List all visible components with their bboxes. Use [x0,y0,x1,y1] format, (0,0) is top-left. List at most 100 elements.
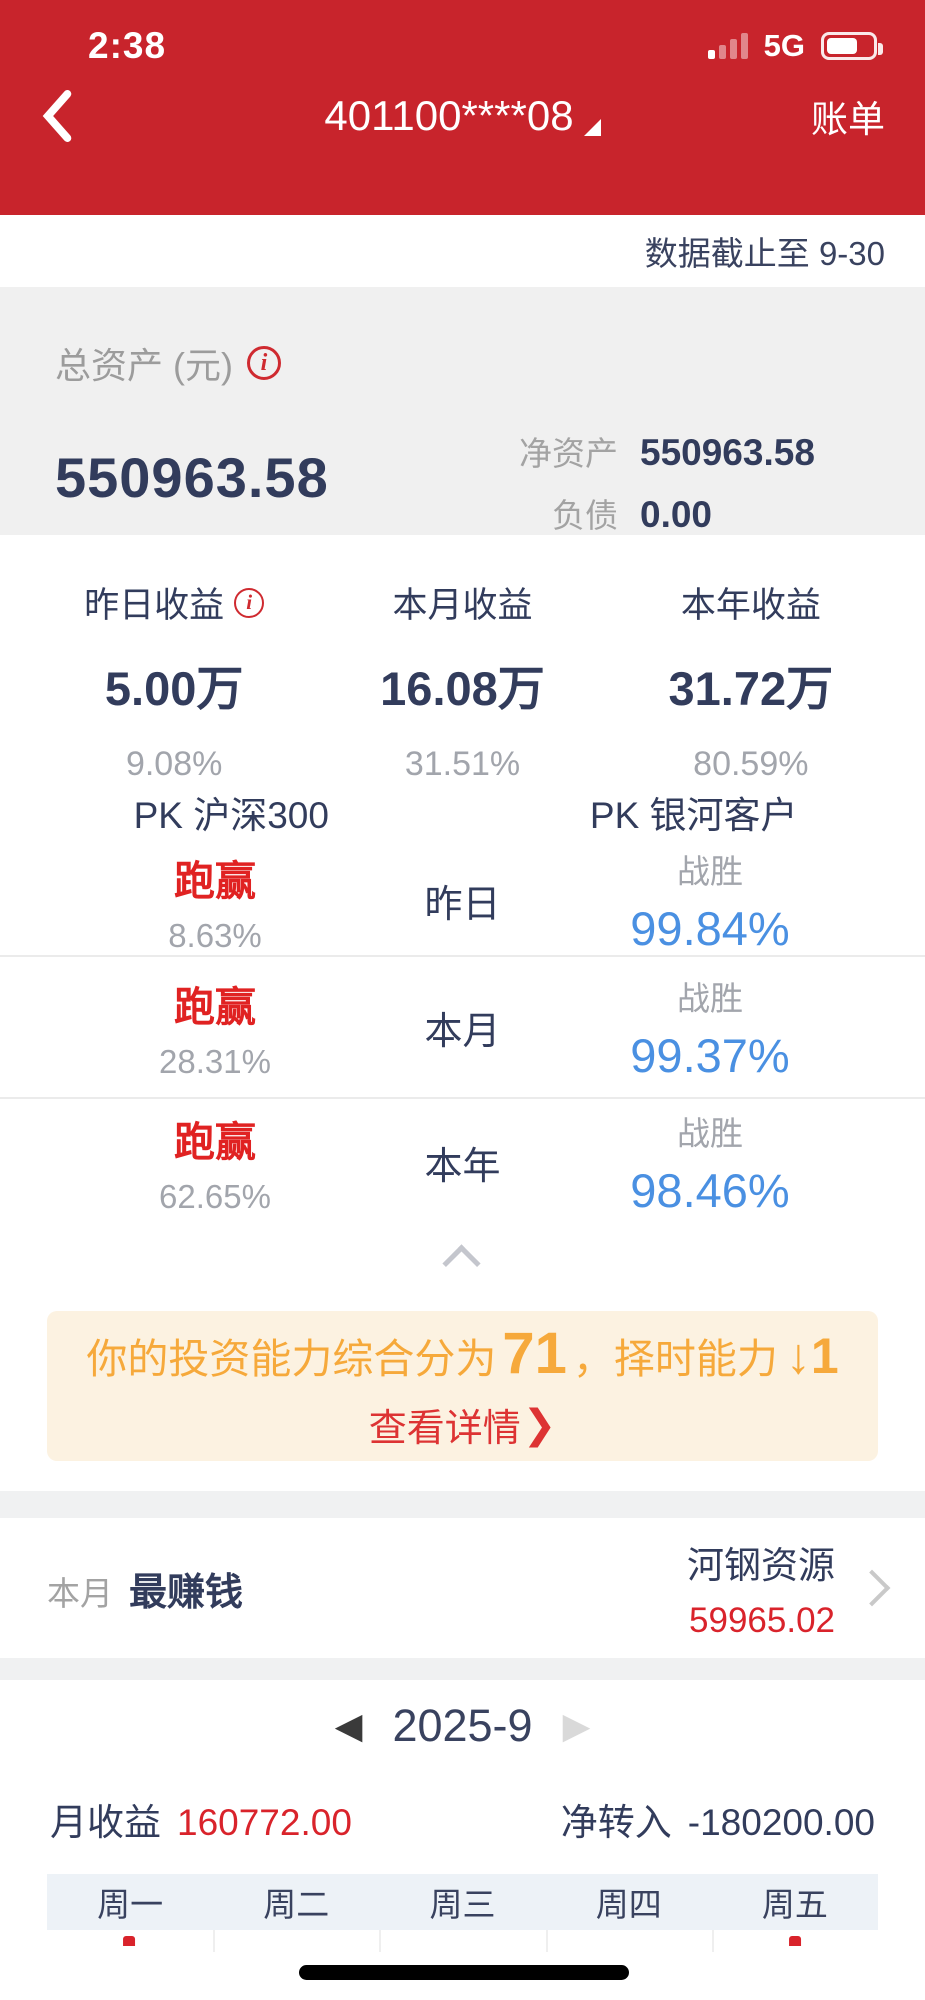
month-navigator: ◀ 2025-9 ▶ [0,1680,925,1751]
return-yesterday-label: 昨日收益 [84,586,225,625]
score-prefix: 你的投资能力综合分为 [86,1336,497,1382]
pk-yesterday-beat-label: 战胜 [677,853,743,890]
return-year-label: 本年收益 [680,586,821,625]
prev-month-button[interactable]: ◀ [334,1705,363,1746]
calendar-row-clipped [47,1930,878,1952]
pk-yesterday-result-pct: 8.63% [168,916,262,954]
total-assets-value: 550963.58 [55,446,329,509]
section-divider [0,1658,925,1680]
view-details-arrow-icon: ❯ [522,1402,557,1447]
returns-summary: 昨日收益 i 5.00万 9.08% 本月收益 16.08万 31.51% 本年… [0,535,925,783]
return-info-icon[interactable]: i [234,587,265,618]
view-details-label: 查看详情 [368,1408,521,1450]
return-yesterday-value: 5.00万 [104,662,244,715]
battery-icon [821,32,883,60]
pk-year-period: 本年 [424,1145,501,1188]
clipped-value-mark [123,1936,136,1946]
return-month-label: 本月收益 [392,586,533,625]
month-summary-row: 月收益 160772.00 净转入 -180200.00 [0,1792,925,1846]
return-year-value: 31.72万 [668,662,834,715]
pk-row-year: 跑赢 62.65% 本年 战胜 98.46% [0,1097,925,1225]
pk-month-result-pct: 28.31% [159,1043,271,1080]
weekday-fri: 周五 [761,1886,828,1923]
return-yesterday: 昨日收益 i 5.00万 9.08% [30,577,318,784]
chevron-up-icon [444,1238,482,1276]
section-divider [0,1491,925,1518]
signal-icon [707,33,748,59]
total-assets-label-row: 总资产 (元) i [55,337,870,389]
weekday-mon: 周一 [97,1886,164,1923]
best-stock-amount: 59965.02 [689,1601,835,1640]
pk-section: PK 沪深300 PK 银河客户 跑赢 8.63% 昨日 战胜 99.84% 跑… [0,778,925,1288]
pk-month-period: 本月 [424,1010,501,1053]
pk-month-beat-label: 战胜 [677,979,743,1017]
nav-bar: 401100****08 账单 [0,70,925,162]
pk-year-beat-pct: 98.46% [630,1163,790,1217]
assets-section: 总资产 (元) i 550963.58 净资产 550963.58 负债 0.0… [0,287,925,535]
app-bar: 2:38 5G 401100****08 账单 [0,0,925,215]
bill-button[interactable]: 账单 [811,99,885,140]
data-cutoff-label: 数据截止至 9-30 [644,235,885,272]
return-month-pct: 31.51% [404,745,521,783]
account-dropdown-caret-icon [583,119,601,136]
debt-value: 0.00 [640,494,713,535]
account-selector[interactable]: 401100****08 [120,92,805,140]
total-assets-label: 总资产 (元) [55,345,233,386]
weekday-tue: 周二 [263,1886,330,1923]
status-bar: 2:38 5G [0,0,925,70]
score-value: 71 [502,1321,567,1386]
pk-yesterday-result: 跑赢 [174,857,256,904]
month-income-value: 160772.00 [177,1802,352,1843]
pk-month-beat-pct: 99.37% [630,1028,790,1082]
pk-month-result: 跑赢 [174,984,256,1030]
network-type-label: 5G [763,28,805,63]
weekday-thu: 周四 [595,1886,662,1923]
return-month: 本月收益 16.08万 31.51% [318,577,606,784]
clipped-value-mark [788,1936,801,1946]
current-month-label: 2025-9 [392,1700,533,1751]
return-month-value: 16.08万 [380,662,545,715]
net-transfer-label: 净转入 [560,1802,672,1843]
score-delta: ↓1 [785,1328,839,1384]
best-stock-name: 河钢资源 [687,1545,835,1586]
score-text: 你的投资能力综合分为 71 ，择时能力 ↓1 [86,1320,838,1387]
pk-galaxy-header: PK 银河客户 [589,794,798,836]
pk-hs300-header: PK 沪深300 [133,794,329,836]
best-period-label: 本月 [47,1574,113,1612]
weekday-header: 周一 周二 周三 周四 周五 [47,1874,878,1930]
weekday-wed: 周三 [429,1886,496,1923]
collapse-toggle[interactable] [0,1225,925,1288]
account-number-label: 401100****08 [324,92,574,139]
debt-label: 负债 [552,497,618,534]
net-transfer-value: -180200.00 [687,1802,875,1843]
best-title-label: 最赚钱 [129,1571,244,1614]
total-assets-info-icon[interactable]: i [246,346,281,380]
chevron-right-icon [853,1569,891,1607]
view-details-link[interactable]: 查看详情 ❯ [369,1397,557,1452]
calendar-section: ◀ 2025-9 ▶ 月收益 160772.00 净转入 -180200.00 … [0,1680,925,1998]
return-yesterday-pct: 9.08% [125,745,223,783]
return-year-pct: 80.59% [693,745,809,783]
pk-row-yesterday: 跑赢 8.63% 昨日 战胜 99.84% [0,845,925,955]
month-income-label: 月收益 [50,1802,161,1843]
return-year: 本年收益 31.72万 80.59% [607,577,895,784]
status-time: 2:38 [88,25,167,66]
best-stock-row[interactable]: 本月 最赚钱 河钢资源 59965.02 [0,1518,925,1658]
home-indicator[interactable] [299,1965,629,1980]
score-middle: ，择时能力 [572,1336,778,1382]
back-button[interactable] [40,90,120,142]
net-assets-label: 净资产 [519,435,618,472]
pk-year-beat-label: 战胜 [677,1114,743,1152]
net-assets-value: 550963.58 [640,432,815,473]
pk-year-result-pct: 62.65% [159,1178,271,1215]
pk-yesterday-period: 昨日 [424,884,501,926]
pk-year-result: 跑赢 [174,1119,256,1165]
net-debt-block: 净资产 550963.58 负债 0.00 [498,427,870,537]
pk-row-month: 跑赢 28.31% 本月 战胜 99.37% [0,955,925,1097]
status-icons: 5G [707,28,883,64]
next-month-button[interactable]: ▶ [562,1705,591,1746]
back-chevron-icon [42,90,72,142]
pk-yesterday-beat-pct: 99.84% [630,902,790,955]
score-banner[interactable]: 你的投资能力综合分为 71 ，择时能力 ↓1 查看详情 ❯ [47,1311,878,1461]
